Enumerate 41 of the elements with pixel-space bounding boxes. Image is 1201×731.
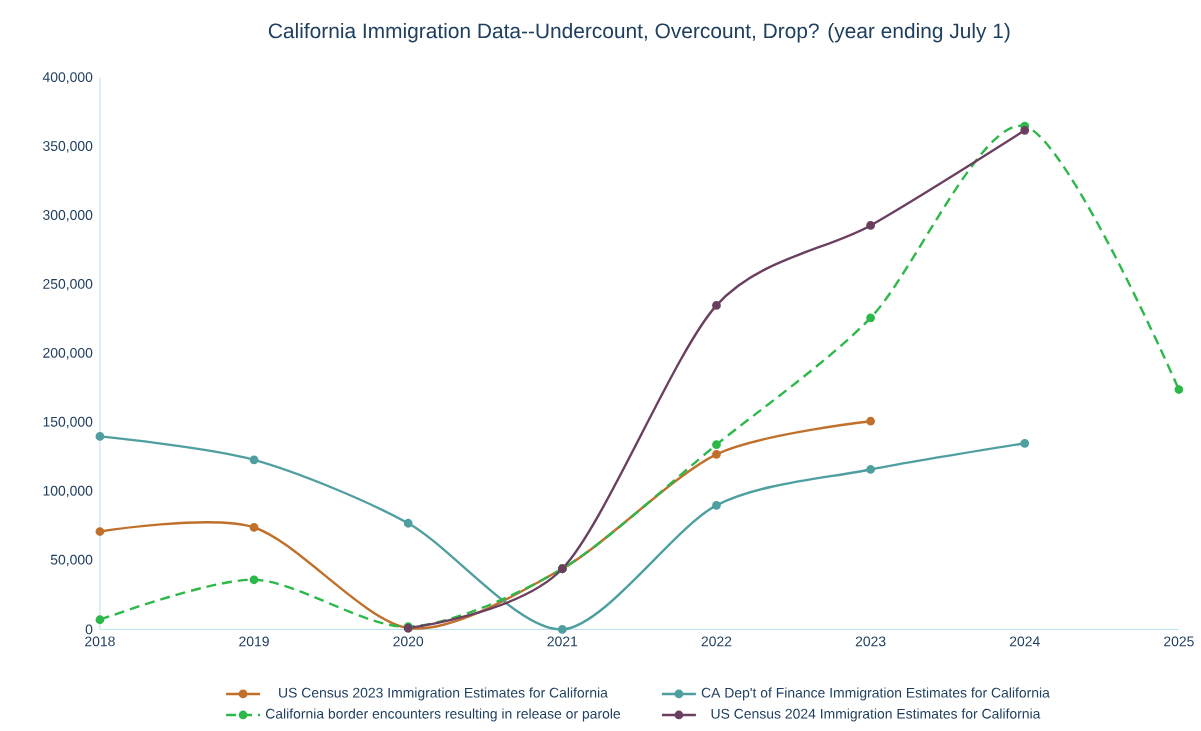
point xyxy=(403,518,413,528)
point xyxy=(866,220,875,230)
x-tick-label: 2023 xyxy=(855,636,886,647)
x-tick-label: 2022 xyxy=(701,636,732,647)
y-tick-label: 0 xyxy=(85,624,93,635)
y-tick-label: 250,000 xyxy=(43,278,93,291)
x-tick-label: 2018 xyxy=(85,636,115,647)
chart-title: California Immigration Data--Undercount, Overcount, Drop? (year ending July 1) xyxy=(268,22,1010,43)
legend-label: CA Dep't of Finance Immigration Estimates for California xyxy=(701,687,1050,701)
point xyxy=(866,416,875,426)
y-tick-label: 100,000 xyxy=(43,485,93,498)
legend-label: California border encounters resulting in release or parole xyxy=(265,708,621,722)
y-tick-label: 50,000 xyxy=(50,554,93,567)
point xyxy=(95,431,105,441)
legend-label: US Census 2023 Immigration Estimates for California xyxy=(279,687,608,701)
legend-label: US Census 2024 Immigration Estimates for California xyxy=(711,708,1041,722)
x-tick-label: 2019 xyxy=(239,636,269,647)
point xyxy=(712,500,721,510)
point xyxy=(1020,438,1030,448)
point xyxy=(249,575,259,584)
point xyxy=(249,455,259,465)
point xyxy=(712,300,721,310)
y-tick-label: 400,000 xyxy=(42,72,93,84)
point xyxy=(1174,384,1184,394)
point xyxy=(866,313,875,323)
point xyxy=(1020,125,1030,135)
y-tick-label: 200,000 xyxy=(43,347,93,360)
x-tick-label: 2025 xyxy=(1164,636,1194,647)
point xyxy=(557,624,567,634)
point xyxy=(866,464,875,474)
point xyxy=(95,615,105,624)
point xyxy=(712,440,721,449)
x-tick-label: 2020 xyxy=(393,636,424,647)
x-tick-label: 2024 xyxy=(1009,636,1040,647)
point xyxy=(712,449,721,459)
y-tick-label: 350,000 xyxy=(43,140,93,153)
point xyxy=(249,522,259,532)
x-tick-label: 2021 xyxy=(547,636,578,647)
y-tick-label: 150,000 xyxy=(43,416,93,429)
y-tick-label: 300,000 xyxy=(43,209,93,222)
point xyxy=(95,526,105,536)
